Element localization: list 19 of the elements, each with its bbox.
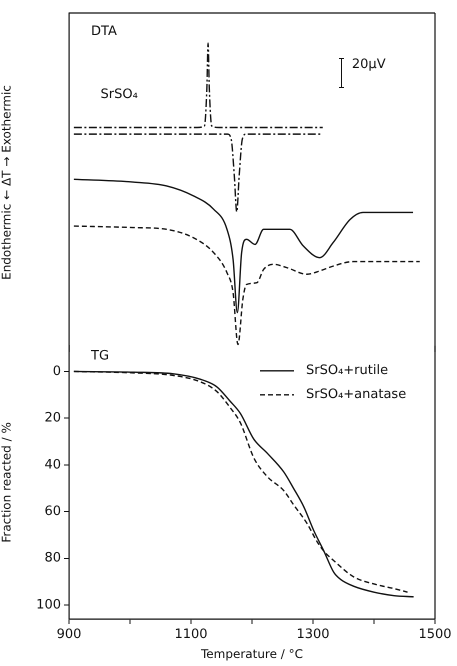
x-tick-label: 1300: [296, 627, 330, 642]
chart-title: TG: [90, 348, 110, 364]
annotation: SrSO₄: [100, 86, 138, 102]
y-tick-label: 60: [44, 504, 61, 519]
y-tick-label: 40: [44, 457, 61, 472]
y-tick-label: 100: [36, 597, 61, 612]
x-axis-title: Temperature / °C: [200, 646, 304, 661]
chart-title: DTA: [91, 24, 117, 39]
y-tick-label: 20: [44, 410, 61, 426]
y-tick-label: 80: [44, 550, 61, 566]
legend-label: SrSO₄+rutile: [306, 363, 388, 378]
x-tick-label: 900: [56, 627, 82, 642]
y-axis-title: Fraction reacted / %: [0, 422, 14, 543]
legend-label: SrSO₄+anatase: [306, 387, 406, 402]
y-tick-label: 0: [52, 364, 61, 379]
annotation: 20μV: [352, 56, 386, 72]
x-tick-label: 1500: [418, 627, 452, 642]
y-axis-title: Endothermic ← ΔT → Exothermic: [0, 85, 14, 280]
x-tick-label: 1100: [174, 627, 208, 642]
